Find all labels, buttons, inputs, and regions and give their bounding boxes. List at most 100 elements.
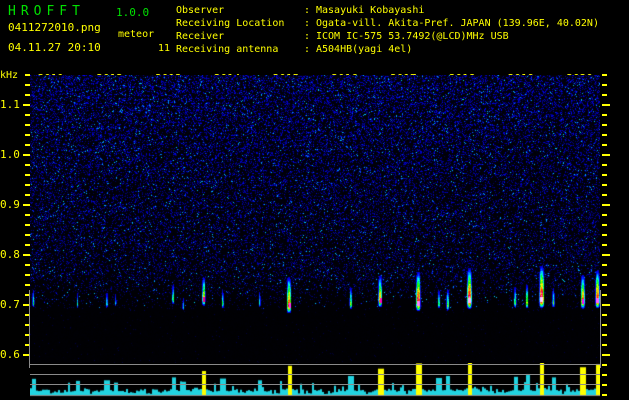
date-time-label: 04.11.27 20:10 <box>8 41 101 54</box>
y-tick-right-major <box>602 354 610 357</box>
meta-value-location: Ogata-vill. Akita-Pref. JAPAN (139.96E, … <box>316 18 599 29</box>
spectrogram-canvas-wrap <box>30 75 600 363</box>
y-tick-right-major <box>602 104 610 107</box>
y-tick-minor <box>25 74 30 76</box>
app-version: 1.0.0 <box>116 6 150 19</box>
y-tick-right-minor <box>602 324 607 327</box>
y-tick-minor <box>25 174 30 177</box>
y-tick-major <box>23 354 30 357</box>
meta-key-antenna: Receiving antenna <box>176 44 279 55</box>
y-tick-right-minor <box>602 224 607 227</box>
y-tick-minor <box>25 114 30 117</box>
y-tick-right-major <box>602 304 610 307</box>
y-axis-tick-label: 0.7 <box>0 298 20 312</box>
y-axis-tick-label: 0.9 <box>0 198 20 212</box>
y-tick-right-minor <box>602 234 607 237</box>
y-tick-right-minor <box>602 184 607 187</box>
meta-value-antenna: A504HB(yagi 4el) <box>316 44 413 55</box>
spectrogram-image <box>30 75 600 363</box>
y-tick-major <box>23 104 30 107</box>
y-tick-right-minor <box>602 214 607 217</box>
y-tick-minor <box>25 164 30 167</box>
y-tick-minor <box>25 84 30 87</box>
y-tick-major <box>23 154 30 157</box>
table-row: Receiver : ICOM IC-575 53.7492(@LCD)MHz … <box>176 30 599 43</box>
meta-value-observer: Masayuki Kobayashi <box>316 5 425 16</box>
y-tick-right-minor <box>602 364 607 367</box>
y-tick-right-minor <box>602 244 607 247</box>
y-tick-right-minor <box>602 344 607 347</box>
table-row: Receiving antenna : A504HB(yagi 4el) <box>176 43 599 56</box>
y-tick-right-minor <box>602 114 607 117</box>
y-axis-tick-label: 1.0 <box>0 148 20 162</box>
meta-value-receiver: ICOM IC-575 53.7492(@LCD)MHz USB <box>316 31 509 42</box>
y-axis-tick-label: 0.6 <box>0 348 20 362</box>
y-tick-minor <box>25 94 30 97</box>
plot-border-vertical <box>29 290 30 368</box>
y-tick-minor <box>25 184 30 187</box>
meta-sep-receiver: : <box>304 31 311 42</box>
y-tick-minor <box>25 334 30 337</box>
y-axis-unit-label: kHz <box>0 70 19 81</box>
spectrogram-plot: kHz 1.11.00.90.80.70.6 20112012201320142… <box>0 70 629 400</box>
y-tick-right-minor <box>602 174 607 177</box>
meta-key-receiver: Receiver <box>176 31 225 42</box>
app-title: HROFFT <box>8 4 85 19</box>
y-tick-right-minor <box>602 334 607 337</box>
meta-sep-location: : <box>304 18 311 29</box>
y-tick-minor <box>25 314 30 317</box>
y-tick-minor <box>25 194 30 197</box>
y-tick-minor <box>25 294 30 297</box>
y-tick-right-minor <box>602 134 607 137</box>
y-tick-minor <box>25 274 30 277</box>
amplitude-strip-image <box>30 363 600 400</box>
y-tick-right-minor <box>602 84 607 87</box>
meteor-count-value: 11 <box>157 43 170 54</box>
y-tick-minor <box>25 344 30 347</box>
table-row: Receiving Location : Ogata-vill. Akita-P… <box>176 17 599 30</box>
y-tick-right-minor <box>602 384 607 387</box>
amplitude-gridline <box>30 374 600 375</box>
y-tick-right-minor <box>602 74 607 76</box>
table-row: Observer : Masayuki Kobayashi <box>176 4 599 17</box>
file-name-label: 0411272010.png <box>8 21 101 34</box>
y-tick-major <box>23 204 30 207</box>
y-tick-minor <box>25 234 30 237</box>
meta-key-observer: Observer <box>176 5 225 16</box>
meta-sep-observer: : <box>304 5 311 16</box>
y-tick-minor <box>25 284 30 287</box>
meta-key-location: Receiving Location <box>176 18 285 29</box>
y-tick-right-minor <box>602 194 607 197</box>
y-tick-right-minor <box>602 284 607 287</box>
amplitude-gridline <box>30 384 600 385</box>
y-tick-minor <box>25 124 30 127</box>
y-tick-minor <box>25 244 30 247</box>
y-tick-right-minor <box>602 264 607 267</box>
meteor-count-label: meteor <box>118 29 155 40</box>
y-tick-right-major <box>602 254 610 257</box>
amplitude-gridline <box>30 364 600 365</box>
y-tick-right-major <box>602 154 610 157</box>
y-tick-right-minor <box>602 294 607 297</box>
meta-sep-antenna: : <box>304 44 311 55</box>
y-tick-minor <box>25 324 30 327</box>
amplitude-strip-wrap <box>30 363 600 400</box>
y-tick-minor <box>25 264 30 267</box>
y-tick-minor <box>25 144 30 147</box>
y-tick-major <box>23 304 30 307</box>
y-tick-right-minor <box>602 144 607 147</box>
y-axis-tick-label: 1.1 <box>0 98 20 112</box>
y-tick-right-minor <box>602 394 607 397</box>
y-tick-minor <box>25 134 30 137</box>
y-tick-minor <box>25 224 30 227</box>
y-tick-right-minor <box>602 94 607 97</box>
y-tick-right-minor <box>602 314 607 317</box>
metadata-table: Observer : Masayuki Kobayashi Receiving … <box>176 4 599 56</box>
y-tick-right-minor <box>602 374 607 377</box>
y-tick-major <box>23 254 30 257</box>
y-axis-tick-label: 0.8 <box>0 248 20 262</box>
plot-border-vertical <box>600 290 601 368</box>
y-tick-right-minor <box>602 274 607 277</box>
y-tick-minor <box>25 214 30 217</box>
